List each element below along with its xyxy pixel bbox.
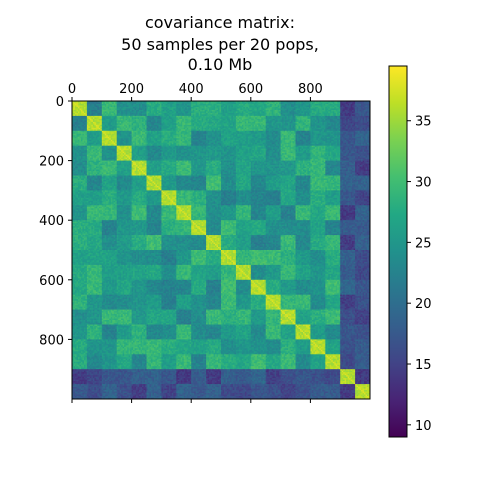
chart-title: covariance matrix: 50 samples per 20 pop… xyxy=(121,13,319,74)
title-line-3: 0.10 Mb xyxy=(188,55,253,74)
title-line-1: covariance matrix: xyxy=(145,13,295,32)
title-line-2: 50 samples per 20 pops, xyxy=(121,35,319,54)
heatmap-cells xyxy=(72,101,370,399)
